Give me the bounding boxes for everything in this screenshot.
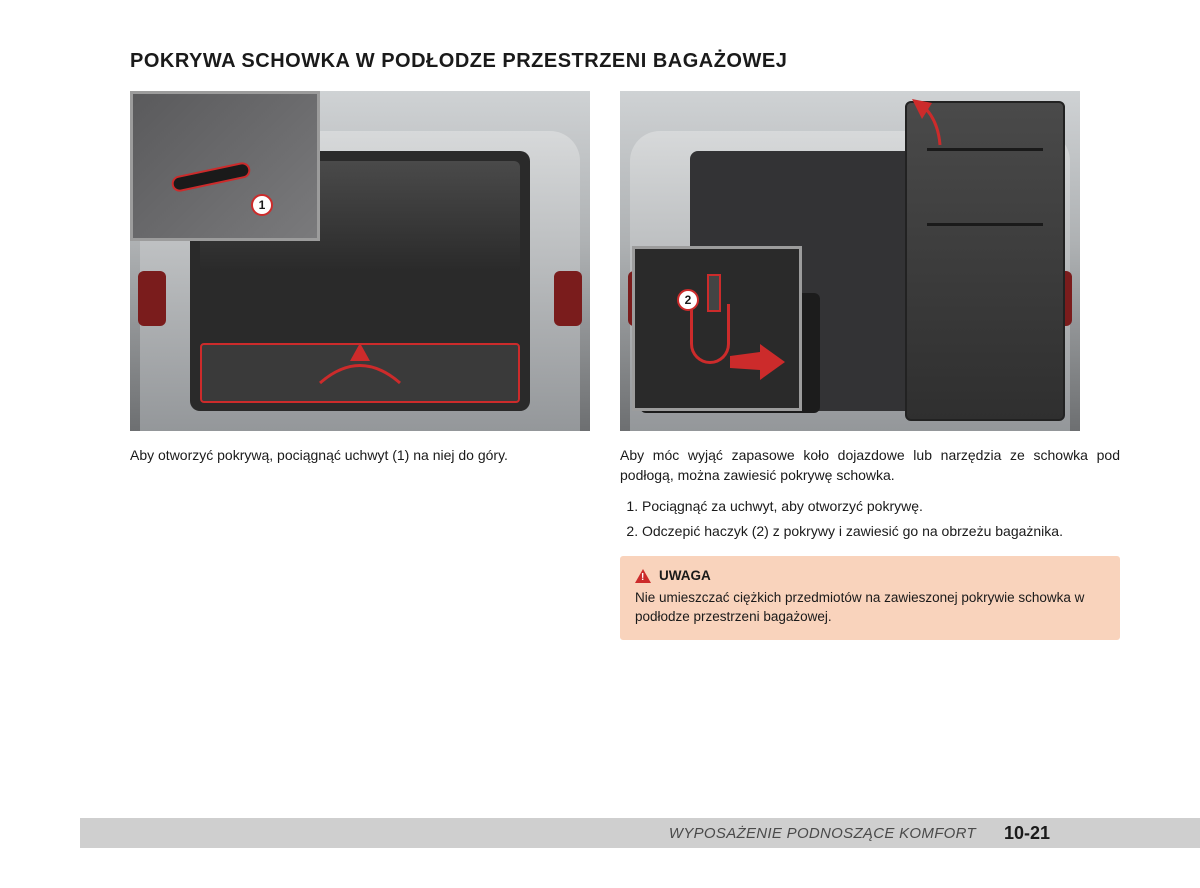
hook-arrow-icon [910, 97, 970, 147]
warning-text: Nie umieszczać ciężkich przedmiotów na z… [635, 589, 1105, 627]
callout-2: 2 [677, 289, 699, 311]
left-column: 1 Aby otworzyć pokrywą, pociągnąć uchwyt… [80, 91, 590, 640]
lift-arrow-icon [310, 343, 410, 393]
inset-hook-detail: 2 [632, 246, 802, 411]
inset-handle-detail: 1 [130, 91, 320, 241]
footer-section-label: WYPOSAŻENIE PODNOSZĄCE KOMFORT [669, 825, 976, 842]
hook-icon [690, 304, 730, 364]
warning-label: UWAGA [659, 567, 711, 586]
figure-trunk-raised: 2 [620, 91, 1080, 431]
left-caption: Aby otworzyć pokrywą, pociągnąć uchwyt (… [130, 445, 590, 465]
right-column: 2 Aby móc wyjąć zapasowe koło dojazdowe … [620, 91, 1120, 640]
warning-header: UWAGA [635, 567, 1105, 586]
footer-bar: WYPOSAŻENIE PODNOSZĄCE KOMFORT 10-21 [80, 818, 1200, 848]
warning-triangle-icon [635, 569, 651, 583]
footer-page-number: 10-21 [1004, 823, 1050, 844]
step-1: Pociągnąć za uchwyt, aby otworzyć pokryw… [642, 496, 1120, 517]
step-2: Odczepić haczyk (2) z pokrywy i zawiesić… [642, 521, 1120, 542]
pull-arrow-icon [730, 344, 785, 384]
content-columns: 1 Aby otworzyć pokrywą, pociągnąć uchwyt… [80, 91, 1120, 640]
warning-box: UWAGA Nie umieszczać ciężkich przedmiotó… [620, 556, 1120, 641]
figure-trunk-closed: 1 [130, 91, 590, 431]
callout-1: 1 [251, 194, 273, 216]
page-title: POKRYWA SCHOWKA W PODŁODZE PRZESTRZENI B… [130, 50, 1120, 73]
steps-list: Pociągnąć za uchwyt, aby otworzyć pokryw… [620, 496, 1120, 542]
right-caption: Aby móc wyjąć zapasowe koło dojazdowe lu… [620, 445, 1120, 486]
floor-handle-icon [170, 161, 252, 193]
